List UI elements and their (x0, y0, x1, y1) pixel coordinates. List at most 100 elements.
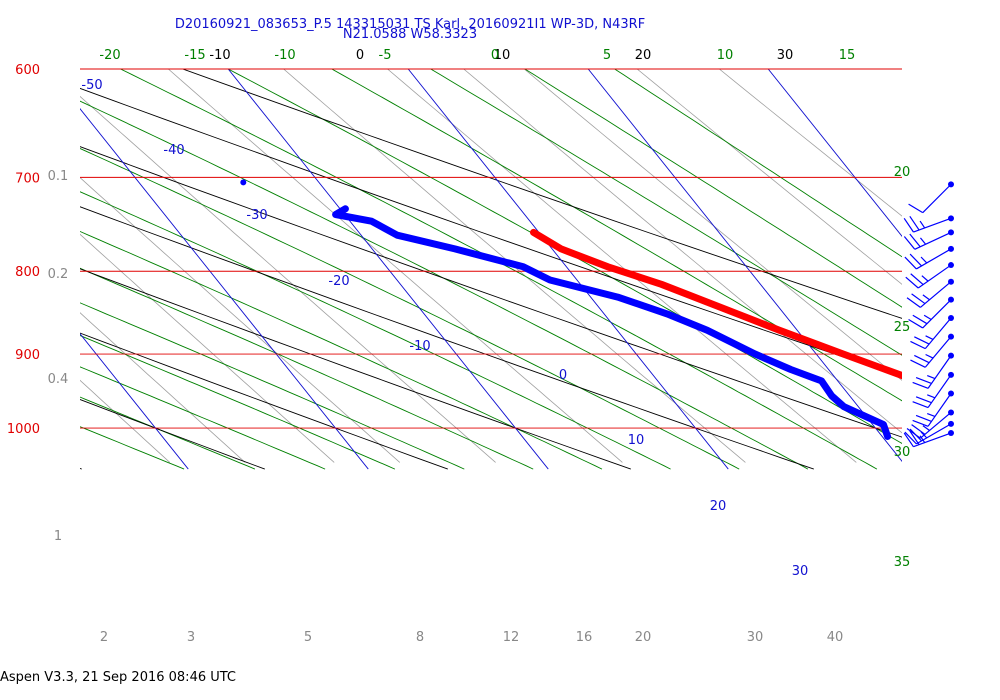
isotherm-line (587, 69, 902, 462)
dry-adiabat-label: 10 (494, 48, 511, 63)
moist-adiabat-line (429, 69, 902, 356)
mixing-ratio-label: 20 (635, 630, 652, 645)
wind-barb-flag (904, 256, 917, 270)
wind-barb-flag (909, 233, 921, 248)
isotherm-label: -40 (163, 143, 184, 158)
moist-adiabat-line (80, 230, 603, 470)
mixing-ratio-line (523, 69, 902, 381)
wind-barb-flag (909, 430, 920, 445)
wind-barb-flag (906, 297, 921, 308)
wind-barb (908, 296, 954, 329)
moist-adiabat-label: 30 (894, 445, 911, 460)
wind-barb-half-flag (920, 256, 928, 264)
wind-barb-flag (909, 253, 922, 267)
mixing-ratio-line (80, 312, 246, 463)
wind-barb-staff (924, 317, 952, 350)
isotherm-line (227, 69, 549, 470)
footer-caption: Aspen V3.3, 21 Sep 2016 08:46 UTC (0, 670, 237, 685)
isotherm-line (909, 20, 1000, 469)
mixing-ratio-label: 8 (416, 630, 424, 645)
isobar-label: 700 (15, 171, 40, 186)
dry-adiabat-label: -10 (209, 48, 230, 63)
dewpoint-trace (332, 205, 892, 440)
moist-adiabat-line (227, 69, 902, 444)
isobars (80, 68, 902, 429)
dry-adiabat-label: 20 (635, 48, 652, 63)
isotherm-label: -50 (81, 78, 102, 93)
wind-barb-flag (912, 381, 929, 389)
axis-labels: 6007008009001000-50-40-30-20-100102030-1… (7, 48, 910, 645)
dry-adiabats (80, 69, 902, 470)
wind-barb-flag (903, 236, 916, 250)
dry-adiabat-label: 30 (777, 48, 794, 63)
wind-barb-flag (903, 432, 914, 448)
dewpoint-point (240, 179, 247, 186)
wind-barb (903, 430, 954, 448)
dry-adiabat-line (80, 467, 82, 470)
wind-barb-half-flag (925, 335, 934, 340)
moist-adiabat-label: -5 (379, 48, 392, 63)
mixing-ratio-label: 0.4 (48, 372, 69, 387)
wind-barb-flag (904, 431, 917, 445)
wind-barb-staff (919, 412, 952, 439)
isotherm-label: -10 (409, 339, 430, 354)
moist-adiabat-line (80, 366, 326, 470)
wind-barb-flag (912, 419, 929, 427)
wind-barb-staff (919, 281, 952, 308)
wind-barb-half-flag (923, 314, 932, 320)
mixing-ratio-label: 3 (187, 630, 195, 645)
mixing-ratio-label: 16 (576, 630, 593, 645)
wind-barb-staff (927, 374, 952, 408)
wind-barb-staff (913, 217, 952, 233)
wind-barb-flag (910, 359, 926, 368)
wind-barb-flag (912, 314, 928, 325)
moist-adiabat-label: -20 (99, 48, 120, 63)
moist-adiabat-line (80, 335, 396, 470)
moist-adiabats (80, 69, 902, 470)
wind-barb-flag (912, 401, 929, 409)
isotherms (0, 20, 1000, 470)
moist-adiabat-line (80, 426, 185, 470)
dry-adiabat-line (80, 146, 902, 438)
sounding-traces (240, 179, 902, 440)
mixing-ratio-line (719, 69, 902, 217)
mixing-ratio-label: 0.2 (48, 267, 69, 282)
isobar-label: 1000 (7, 422, 40, 437)
dry-adiabat-label: 0 (356, 48, 364, 63)
mixing-ratio-lines (80, 69, 902, 463)
isotherm-label: 30 (792, 564, 809, 579)
mixing-ratio-line (387, 69, 857, 463)
moist-adiabat-label: 25 (894, 320, 911, 335)
isotherm-line (0, 20, 8, 469)
isobar-label: 600 (15, 63, 40, 78)
wind-barb (908, 181, 954, 214)
mixing-ratio-label: 1 (54, 529, 62, 544)
moist-adiabat-line (119, 69, 878, 470)
wind-barb (910, 333, 954, 368)
moist-adiabat-line (80, 100, 809, 470)
wind-barb-half-flag (921, 275, 929, 282)
moist-adiabat-line (523, 69, 902, 308)
wind-barb (912, 352, 954, 389)
isotherm-label: 10 (628, 433, 645, 448)
wind-barb-flag (915, 414, 932, 422)
wind-barb-staff (922, 299, 952, 329)
mixing-ratio-line (80, 177, 401, 463)
moist-adiabat-label: -10 (274, 48, 295, 63)
wind-barbs (903, 181, 954, 448)
wind-barb-flag (911, 293, 926, 305)
wind-barb-flag (911, 424, 926, 435)
wind-barb-staff (922, 183, 952, 214)
moist-adiabat-label: -15 (184, 48, 205, 63)
mixing-ratio-label: 30 (747, 630, 764, 645)
isotherm-line (767, 69, 902, 237)
wind-barb-flag (915, 396, 932, 404)
moist-adiabat-label: 15 (839, 48, 856, 63)
isobar-label: 900 (15, 348, 40, 363)
isobar-label: 800 (15, 265, 40, 280)
dry-adiabat-line (80, 332, 448, 470)
dry-adiabat-line (181, 69, 902, 319)
moist-adiabat-line (330, 69, 902, 402)
moist-adiabat-line (613, 69, 902, 258)
